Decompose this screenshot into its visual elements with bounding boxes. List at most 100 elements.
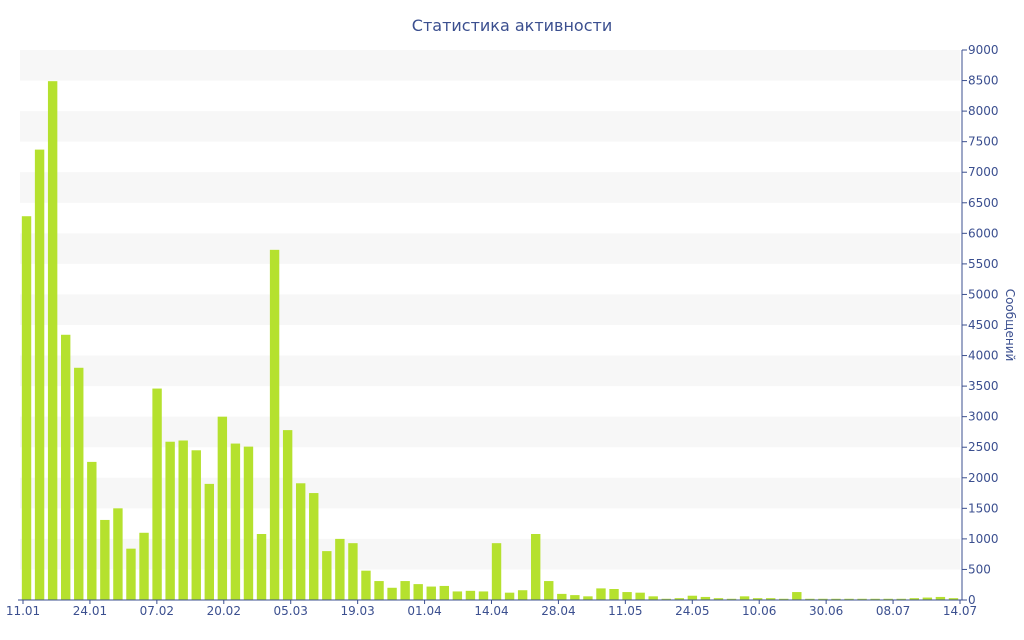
bar	[74, 367, 84, 600]
y-tick-label: 500	[968, 562, 991, 576]
y-tick-label: 7000	[968, 165, 999, 179]
bar	[700, 596, 711, 600]
bar	[374, 581, 384, 600]
bar	[269, 249, 280, 600]
bar	[230, 443, 241, 600]
bar	[831, 598, 841, 600]
bar	[113, 508, 123, 600]
y-tick-label: 4500	[968, 318, 999, 332]
y-tick-label: 0	[968, 593, 976, 607]
bar	[361, 570, 371, 600]
bar	[256, 534, 267, 600]
bar	[870, 598, 880, 600]
bar	[478, 591, 489, 600]
bar	[726, 598, 737, 600]
bar	[857, 598, 867, 600]
bar	[452, 591, 463, 600]
bar	[752, 598, 763, 600]
y-tick-label: 9000	[968, 43, 999, 57]
bar	[217, 416, 228, 600]
bar	[439, 585, 450, 600]
x-tick-label: 11.01	[6, 604, 40, 618]
bar	[191, 450, 201, 600]
bar	[178, 440, 188, 600]
grid-band	[20, 50, 960, 81]
y-tick-label: 4000	[968, 349, 999, 363]
background-bands	[20, 50, 960, 570]
bar	[674, 598, 685, 600]
bar	[309, 493, 319, 600]
bar	[87, 461, 97, 600]
bar	[896, 598, 906, 600]
bar	[622, 592, 632, 600]
bar	[139, 532, 149, 600]
x-tick-label: 14.04	[474, 604, 508, 618]
bar	[60, 334, 71, 600]
bar	[713, 598, 724, 600]
bar	[570, 595, 580, 600]
chart-title: Статистика активности	[412, 16, 612, 35]
x-tick-label: 24.01	[73, 604, 107, 618]
bar	[583, 596, 593, 600]
bar	[687, 595, 698, 600]
bars-group	[21, 81, 959, 601]
x-axis: 11.01 24.01 07.02 20.02 05.03 19.03 01.04 14.04…	[6, 599, 977, 618]
bar	[935, 596, 946, 600]
x-tick-label: 05.03	[274, 604, 308, 618]
bar	[844, 598, 854, 600]
bar	[34, 149, 45, 601]
y-tick-label: 6000	[968, 226, 999, 240]
bar	[152, 388, 162, 600]
x-tick-label: 24.05	[675, 604, 709, 618]
x-tick-label: 07.02	[140, 604, 174, 618]
grid-band	[20, 477, 960, 509]
bar	[100, 519, 110, 600]
grid-band	[20, 172, 960, 203]
bar	[47, 81, 58, 601]
bar	[661, 598, 671, 600]
x-tick-label: 10.06	[742, 604, 776, 618]
grid-band	[20, 233, 960, 264]
x-tick-label: 30.06	[809, 604, 843, 618]
bar	[21, 216, 32, 600]
bar	[426, 586, 436, 600]
bar	[204, 483, 215, 600]
bar	[504, 592, 515, 600]
grid-band	[20, 538, 960, 570]
y-tick-label: 3500	[968, 379, 999, 393]
y-tick-label: 3000	[968, 410, 999, 424]
y-tick-label: 5500	[968, 257, 999, 271]
bar	[465, 590, 476, 600]
bar	[609, 589, 619, 600]
y-tick-label: 1000	[968, 532, 999, 546]
bar	[295, 483, 306, 600]
bar	[648, 596, 658, 600]
bar	[491, 543, 502, 600]
bar	[400, 581, 410, 600]
x-tick-label: 19.03	[340, 604, 374, 618]
bar	[282, 430, 293, 600]
y-tick-label: 8500	[968, 74, 999, 88]
bar	[792, 592, 802, 600]
bar	[596, 588, 606, 600]
bar	[765, 598, 776, 600]
bar	[517, 590, 528, 600]
bar	[948, 598, 959, 600]
bar	[243, 446, 254, 600]
bar	[387, 587, 397, 600]
y-tick-label: 2500	[968, 440, 999, 454]
y-axis-label: Сообщений	[1003, 289, 1017, 362]
x-tick-label: 08.07	[876, 604, 910, 618]
y-tick-label: 2000	[968, 471, 999, 485]
grid-band	[20, 416, 960, 448]
y-tick-label: 1500	[968, 501, 999, 515]
grid-band	[20, 111, 960, 142]
x-tick-label: 01.04	[407, 604, 441, 618]
y-tick-label: 6500	[968, 196, 999, 210]
bar	[635, 592, 645, 600]
bar	[818, 598, 828, 600]
bar	[322, 551, 332, 600]
x-tick-label: 11.05	[608, 604, 642, 618]
